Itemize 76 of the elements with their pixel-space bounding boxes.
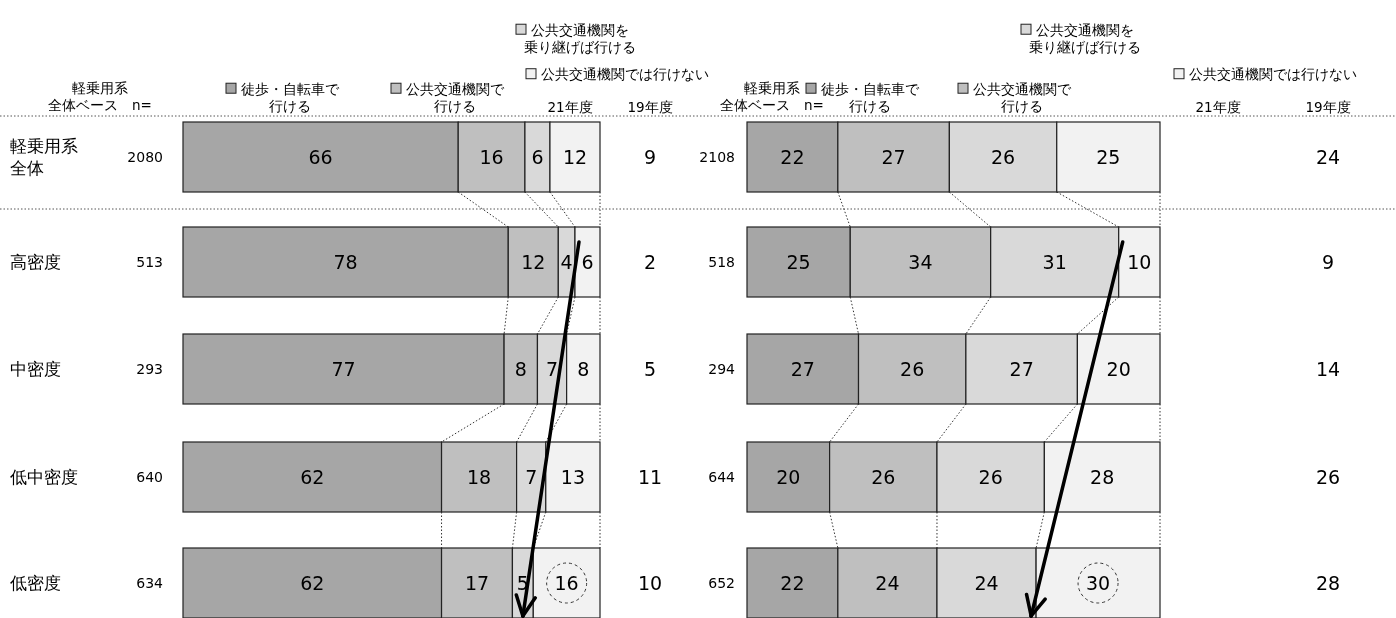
data-label: 25 [786, 250, 811, 273]
y-tick-label: 652 [708, 574, 735, 591]
legend-label: 公共交通機関を乗り継げば行ける [1029, 22, 1141, 56]
data-label: 8 [514, 357, 527, 380]
data-label: 25 [1096, 145, 1121, 168]
data-label: 30 [1085, 571, 1111, 594]
legend-label: 公共交通機関では行けない [1189, 65, 1357, 82]
data-label: 12 [521, 250, 546, 273]
text: 19年度 [627, 98, 673, 115]
data-label: 10 [1127, 250, 1152, 273]
text: 24 [1315, 145, 1341, 168]
text: 28 [1315, 571, 1341, 594]
y-tick-label: 518 [708, 253, 735, 270]
text: 2080 [127, 148, 163, 165]
legend-label: 公共交通機関で行ける [406, 81, 505, 115]
text: 513 [136, 253, 163, 270]
data-label: 17 [464, 571, 490, 594]
data-label: 31 [1042, 250, 1067, 273]
data-label: 18 [466, 465, 492, 488]
text: 9 [643, 145, 657, 168]
data-label: 26 [871, 465, 896, 488]
annotation: 21年度 [547, 98, 593, 115]
data-label: 62 [300, 465, 325, 488]
text: 293 [136, 360, 163, 377]
text: 11 [637, 465, 663, 488]
data-label: 77 [331, 357, 356, 380]
data-label: 8 [577, 357, 590, 380]
y-tick-label: 低密度 [10, 572, 61, 593]
legend-label: 徒歩・自転車で行ける [241, 81, 340, 115]
data-label: 16 [479, 145, 504, 168]
text: 9 [1321, 250, 1335, 273]
data-label: 6 [531, 145, 544, 168]
legend-label: 公共交通機関で行ける [973, 81, 1072, 115]
data-label: 26 [990, 145, 1016, 168]
data-label: 22 [780, 571, 805, 594]
data-label: 7 [525, 465, 538, 488]
data-label: 34 [908, 250, 933, 273]
data-label: 62 [300, 571, 325, 594]
text: 10 [637, 571, 663, 594]
data-label: 28 [1090, 465, 1115, 488]
text: 2 [643, 250, 657, 273]
text: 634 [136, 574, 164, 591]
data-label: 24 [875, 571, 900, 594]
text: 21年度 [1195, 98, 1241, 115]
text: 640 [136, 468, 163, 485]
data-label: 26 [900, 357, 925, 380]
data-label: 7 [546, 357, 559, 380]
y-tick-label: 644 [708, 468, 736, 485]
data-label: 78 [333, 250, 358, 273]
data-label: 20 [776, 465, 801, 488]
text: 14 [1315, 357, 1341, 380]
y-tick-label: 低中密度 [10, 466, 78, 487]
data-label: 6 [581, 250, 594, 273]
y-tick-label: 軽乗用系全体 [10, 135, 78, 178]
data-label: 12 [562, 145, 588, 168]
data-label: 20 [1106, 357, 1131, 380]
y-tick-label: 高密度 [10, 251, 61, 272]
data-label: 66 [308, 145, 333, 168]
data-label: 27 [881, 145, 906, 168]
text: 26 [1315, 465, 1341, 488]
data-label: 13 [560, 465, 585, 488]
legend-label: 公共交通機関では行けない [541, 65, 709, 82]
data-label: 24 [974, 571, 999, 594]
data-label: 27 [1009, 357, 1034, 380]
y-tick-label: 294 [708, 360, 736, 377]
data-label: 26 [978, 465, 1003, 488]
data-label: 16 [554, 571, 579, 594]
y-tick-label: 中密度 [10, 358, 61, 379]
data-label: 4 [560, 250, 573, 273]
y-tick-label: 2108 [699, 148, 735, 165]
text: 5 [643, 357, 657, 380]
text: 19年度 [1305, 98, 1351, 115]
data-label: 22 [780, 145, 805, 168]
legend-label: 公共交通機関を乗り継げば行ける [524, 22, 636, 56]
data-label: 27 [790, 357, 815, 380]
text: 軽乗用系全体ベース n= [48, 80, 152, 114]
